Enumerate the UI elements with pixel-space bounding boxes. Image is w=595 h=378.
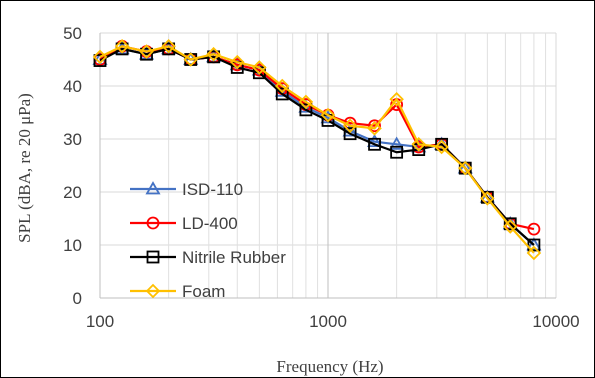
data-point-nitrile-rubber <box>435 137 449 151</box>
grid <box>100 32 557 298</box>
y-tick-label: 40 <box>63 77 82 96</box>
legend-swatch-marker <box>146 216 160 230</box>
data-point-isd-110 <box>389 136 405 150</box>
legend-label: LD-400 <box>182 214 238 233</box>
legend-swatch-marker <box>145 283 161 299</box>
data-point-isd-110 <box>526 237 542 251</box>
data-point-ld-400 <box>368 119 381 133</box>
data-point-foam <box>320 107 336 123</box>
legend-entry-ld-400: LD-400 <box>130 214 238 233</box>
data-point-nitrile-rubber <box>503 217 517 231</box>
data-point-foam <box>502 219 518 234</box>
x-axis-title: Frequency (Hz) <box>276 357 383 376</box>
data-point-foam <box>161 38 176 54</box>
data-point-nitrile-rubber <box>527 238 541 252</box>
series <box>92 38 542 261</box>
y-tick-label: 20 <box>63 183 82 202</box>
data-point-isd-110 <box>457 160 473 174</box>
legend-entry-foam: Foam <box>130 282 225 301</box>
data-point-isd-110 <box>366 133 383 148</box>
x-tick-label: 1000 <box>309 312 347 331</box>
series-foam <box>92 38 542 261</box>
data-point-ld-400 <box>527 222 541 236</box>
data-point-nitrile-rubber <box>275 87 289 101</box>
data-point-foam <box>114 38 130 54</box>
data-point-nitrile-rubber <box>343 127 357 141</box>
y-tick-label: 0 <box>73 289 82 308</box>
y-axis-title: SPL (dBA, re 20 μPa) <box>15 93 34 243</box>
legend-label: Nitrile Rubber <box>182 248 286 267</box>
data-point-isd-110 <box>342 123 358 137</box>
data-point-foam <box>274 78 290 94</box>
data-point-foam <box>92 49 108 65</box>
data-point-foam <box>367 121 382 136</box>
legend-entry-nitrile-rubber: Nitrile Rubber <box>130 248 286 267</box>
data-point-nitrile-rubber <box>390 145 404 159</box>
y-tick-label: 30 <box>63 130 82 149</box>
data-point-foam <box>342 118 358 134</box>
legend: ISD-110 LD-400 Nitrile Rubber Foam <box>130 180 286 301</box>
legend-swatch-marker <box>145 181 161 195</box>
y-tick-label: 50 <box>63 24 82 43</box>
data-point-nitrile-rubber <box>93 54 107 67</box>
data-point-foam <box>252 60 267 75</box>
data-point-foam <box>434 139 449 155</box>
data-point-foam <box>389 91 404 107</box>
data-point-foam <box>411 137 427 152</box>
data-point-foam <box>206 46 221 62</box>
data-point-nitrile-rubber <box>140 47 153 61</box>
legend-entry-isd-110: ISD-110 <box>130 180 243 199</box>
data-point-foam <box>526 245 542 261</box>
data-point-foam <box>480 191 495 206</box>
y-tick-label: 10 <box>63 236 82 255</box>
data-point-nitrile-rubber <box>368 137 381 151</box>
data-point-foam <box>229 54 245 70</box>
data-point-foam <box>183 52 199 67</box>
data-point-nitrile-rubber <box>299 103 313 117</box>
data-point-foam <box>298 94 314 110</box>
legend-label: Foam <box>182 282 225 301</box>
legend-swatch-marker <box>146 250 160 264</box>
axes: 0 10 20 30 40 50 100 1000 10000 <box>63 24 580 331</box>
data-point-foam <box>139 44 154 59</box>
data-point-foam <box>457 160 473 176</box>
x-tick-label: 100 <box>86 312 114 331</box>
x-tick-label: 10000 <box>532 312 579 331</box>
legend-label: ISD-110 <box>182 180 243 199</box>
